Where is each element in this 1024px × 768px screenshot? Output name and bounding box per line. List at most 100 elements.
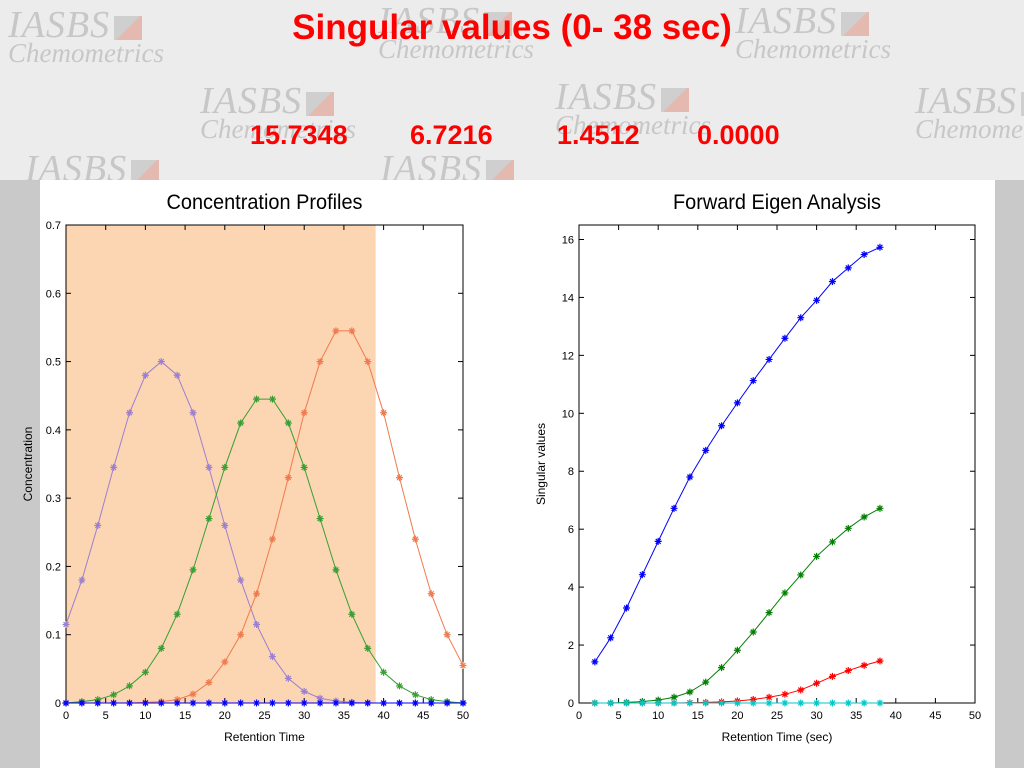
- point-marker: [733, 699, 741, 707]
- point-marker: [300, 699, 308, 707]
- series-point: [844, 699, 852, 707]
- series-point: [126, 699, 134, 707]
- watermark-logo: IASBS: [380, 150, 515, 180]
- point-marker: [364, 699, 372, 707]
- point-marker: [702, 446, 710, 454]
- x-tick-label: 25: [771, 710, 783, 722]
- series-point: [860, 251, 868, 259]
- series-point: [733, 399, 741, 407]
- y-tick-label: 0: [55, 698, 61, 710]
- point-marker: [126, 409, 134, 417]
- point-marker: [157, 358, 165, 366]
- series-point: [380, 668, 388, 676]
- series-point: [253, 395, 261, 403]
- watermark-logo: IASBS: [25, 150, 160, 180]
- series-point: [380, 699, 388, 707]
- point-marker: [749, 628, 757, 636]
- point-marker: [797, 686, 805, 694]
- point-marker: [860, 661, 868, 669]
- point-marker: [670, 504, 678, 512]
- point-marker: [221, 521, 229, 529]
- series-point: [844, 264, 852, 272]
- point-marker: [718, 422, 726, 430]
- point-marker: [284, 474, 292, 482]
- point-marker: [78, 699, 86, 707]
- series-point: [253, 590, 261, 598]
- point-marker: [733, 646, 741, 654]
- point-marker: [781, 589, 789, 597]
- series-point: [702, 446, 710, 454]
- series-point: [686, 473, 694, 481]
- point-marker: [300, 687, 308, 695]
- plot-title: Forward Eigen Analysis: [673, 191, 881, 214]
- series-point: [284, 419, 292, 427]
- series-point: [828, 538, 836, 546]
- point-marker: [828, 277, 836, 285]
- series-point: [427, 699, 435, 707]
- series-point: [749, 699, 757, 707]
- point-marker: [141, 699, 149, 707]
- series-point: [443, 631, 451, 639]
- series-point: [157, 358, 165, 366]
- series-point: [205, 463, 213, 471]
- x-axis-label: Retention Time: [224, 730, 305, 744]
- point-marker: [591, 658, 599, 666]
- series-point: [110, 463, 118, 471]
- point-marker: [443, 631, 451, 639]
- x-tick-label: 15: [179, 710, 191, 722]
- point-marker: [591, 699, 599, 707]
- slide-header: IASBS Chemometrics IASBS Chemometrics IASB…: [0, 0, 1024, 180]
- point-marker: [300, 463, 308, 471]
- singular-value: 1.4512: [557, 120, 640, 150]
- singular-value: 15.7348: [250, 120, 348, 150]
- point-marker: [205, 463, 213, 471]
- point-marker: [844, 667, 852, 675]
- point-marker: [284, 674, 292, 682]
- point-marker: [443, 699, 451, 707]
- series-point: [828, 277, 836, 285]
- point-marker: [268, 653, 276, 661]
- point-marker: [828, 672, 836, 680]
- series-point: [94, 521, 102, 529]
- x-tick-label: 10: [652, 710, 664, 722]
- point-marker: [157, 644, 165, 652]
- point-marker: [765, 355, 773, 363]
- series-point: [316, 515, 324, 523]
- point-marker: [686, 473, 694, 481]
- series-point: [718, 699, 726, 707]
- x-tick-label: 25: [258, 710, 270, 722]
- series-point: [316, 694, 324, 702]
- series-point: [607, 699, 615, 707]
- series-point: [221, 521, 229, 529]
- series-point: [237, 699, 245, 707]
- x-tick-label: 0: [63, 710, 69, 722]
- x-tick-label: 30: [810, 710, 822, 722]
- series-point: [876, 243, 884, 251]
- y-tick-label: 0.6: [46, 288, 61, 300]
- point-marker: [205, 699, 213, 707]
- point-marker: [844, 699, 852, 707]
- point-marker: [654, 537, 662, 545]
- series-point: [860, 699, 868, 707]
- point-marker: [427, 699, 435, 707]
- point-marker: [765, 699, 773, 707]
- series-point: [797, 686, 805, 694]
- series-point: [828, 672, 836, 680]
- point-marker: [607, 699, 615, 707]
- y-tick-label: 10: [562, 408, 574, 420]
- series-point: [876, 699, 884, 707]
- x-tick-label: 35: [850, 710, 862, 722]
- point-marker: [844, 264, 852, 272]
- point-marker: [828, 538, 836, 546]
- singular-value: 0.0000: [697, 120, 780, 150]
- forward-eigen-analysis-chart: 0 5 10 15 20 25 30 35 40 45 50 0 2 4 6 8 10 12 14 16 Forward…: [534, 191, 981, 744]
- point-marker: [364, 644, 372, 652]
- series-point: [268, 653, 276, 661]
- slide-title: Singular values (0- 38 sec): [292, 8, 732, 47]
- series-point: [749, 628, 757, 636]
- series-point: [749, 377, 757, 385]
- point-marker: [813, 552, 821, 560]
- y-tick-label: 0: [568, 698, 574, 710]
- series-point: [205, 679, 213, 687]
